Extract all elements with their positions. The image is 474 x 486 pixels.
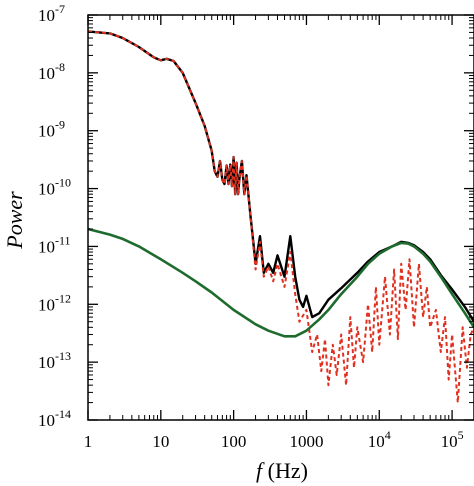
y-tick-base: 10 bbox=[38, 122, 55, 141]
series-layer bbox=[88, 30, 474, 404]
x-tick-base: 1000 bbox=[289, 432, 323, 451]
y-tick-label: 10-13 bbox=[38, 349, 71, 372]
y-tick-base: 10 bbox=[38, 411, 55, 430]
y-tick-exponent: -7 bbox=[55, 2, 65, 16]
y-tick-label: 10-12 bbox=[38, 291, 71, 314]
tick-layer: 1 10 100 1000 104 10510-710-810-910-1010-1110… bbox=[38, 2, 474, 451]
y-tick-exponent: -10 bbox=[55, 176, 71, 190]
y-tick-label: 10-10 bbox=[38, 176, 71, 199]
y-tick-base: 10 bbox=[38, 64, 55, 83]
x-tick-label: 1 bbox=[84, 432, 93, 451]
x-tick-label: 100 bbox=[221, 432, 247, 451]
y-tick-exponent: -12 bbox=[55, 291, 71, 305]
x-axis-title: f (Hz) bbox=[256, 458, 308, 483]
y-axis-title: Power bbox=[2, 191, 27, 250]
y-tick-label: 10-7 bbox=[38, 2, 65, 25]
x-tick-base: 1 bbox=[84, 432, 93, 451]
y-tick-label: 10-8 bbox=[38, 60, 65, 83]
x-tick-base: 100 bbox=[221, 432, 247, 451]
x-tick-label: 10 bbox=[152, 432, 169, 451]
x-axis-symbol: f bbox=[256, 458, 265, 483]
x-tick-label: 104 bbox=[368, 428, 391, 451]
x-tick-label: 105 bbox=[441, 428, 464, 451]
series-line-1 bbox=[88, 30, 474, 323]
plot-frame bbox=[87, 14, 474, 421]
x-tick-label: 1000 bbox=[289, 432, 323, 451]
y-tick-exponent: -14 bbox=[55, 407, 71, 421]
y-tick-label: 10-9 bbox=[38, 118, 65, 141]
y-tick-exponent: -9 bbox=[55, 118, 65, 132]
x-tick-base: 10 bbox=[368, 432, 385, 451]
series-line-3 bbox=[88, 227, 474, 338]
y-tick-base: 10 bbox=[38, 295, 55, 314]
y-tick-base: 10 bbox=[38, 237, 55, 256]
x-tick-exponent: 4 bbox=[385, 428, 391, 442]
x-axis-unit: (Hz) bbox=[262, 458, 308, 483]
y-tick-label: 10-14 bbox=[38, 407, 71, 430]
y-tick-exponent: -11 bbox=[55, 233, 71, 247]
y-tick-base: 10 bbox=[38, 353, 55, 372]
y-tick-base: 10 bbox=[38, 180, 55, 199]
y-tick-exponent: -8 bbox=[55, 60, 65, 74]
y-tick-base: 10 bbox=[38, 6, 55, 25]
x-tick-exponent: 5 bbox=[458, 428, 464, 442]
series-line-2 bbox=[88, 30, 474, 404]
x-tick-base: 10 bbox=[441, 432, 458, 451]
y-tick-label: 10-11 bbox=[38, 233, 71, 256]
y-tick-exponent: -13 bbox=[55, 349, 71, 363]
x-tick-base: 10 bbox=[152, 432, 169, 451]
